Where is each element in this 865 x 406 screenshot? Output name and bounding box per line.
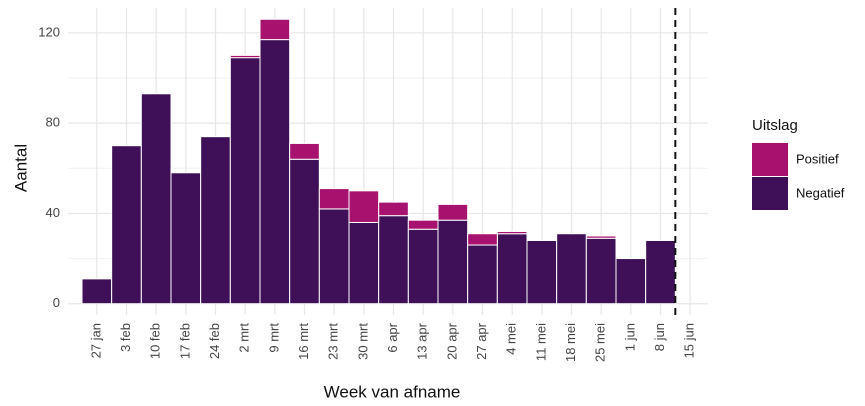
x-axis-title: Week van afname — [324, 382, 461, 401]
x-tick-label: 3 feb — [118, 323, 133, 352]
x-tick-label: 18 mei — [563, 323, 578, 362]
bar — [407, 219, 439, 230]
bar — [170, 172, 202, 305]
bar — [615, 258, 647, 305]
bar — [437, 203, 469, 221]
bar — [496, 230, 528, 235]
bar — [318, 208, 350, 305]
bar — [111, 145, 142, 305]
bar — [229, 54, 261, 59]
bar — [259, 18, 291, 41]
bar — [496, 233, 528, 305]
bar — [289, 142, 320, 160]
x-tick-label: 15 jun — [682, 323, 697, 358]
bar — [81, 278, 113, 305]
bar — [526, 240, 558, 305]
bar — [289, 158, 320, 305]
y-tick-label: 80 — [46, 115, 60, 130]
x-tick-label: 10 feb — [148, 323, 163, 359]
bar — [259, 39, 291, 305]
bar — [348, 190, 380, 223]
x-tick-label: 20 apr — [444, 322, 459, 360]
bar — [140, 93, 172, 305]
x-tick-label: 1 jun — [622, 323, 637, 351]
x-tick-label: 25 mei — [593, 323, 608, 362]
legend-title: Uitslag — [752, 117, 798, 134]
x-tick-label: 27 apr — [474, 322, 489, 360]
legend-label: Positief — [796, 151, 839, 166]
bar — [556, 233, 587, 305]
x-tick-label: 8 jun — [652, 323, 667, 351]
bar — [467, 233, 498, 246]
x-tick-label: 9 mrt — [266, 323, 281, 353]
x-tick-label: 17 feb — [177, 323, 192, 359]
bar — [378, 201, 409, 217]
bar — [585, 235, 617, 239]
legend-swatch — [752, 177, 788, 210]
x-tick-label: 30 mrt — [355, 323, 370, 360]
y-tick-label: 0 — [53, 295, 60, 310]
x-tick-label: 6 apr — [385, 322, 400, 352]
bar — [467, 244, 498, 305]
bar — [348, 221, 380, 305]
x-tick-label: 27 jan — [88, 323, 103, 358]
bar — [318, 188, 350, 210]
x-tick-label: 11 mei — [533, 323, 548, 361]
legend-swatch — [752, 143, 788, 176]
legend-label: Negatief — [796, 185, 845, 200]
bar — [407, 228, 439, 305]
x-tick-label: 16 mrt — [296, 323, 311, 360]
x-tick-label: 4 mei — [504, 323, 519, 355]
bar — [585, 237, 617, 305]
bar — [437, 219, 469, 305]
x-tick-label: 13 apr — [415, 322, 430, 360]
x-tick-label: 2 mrt — [237, 323, 252, 353]
bar — [645, 240, 676, 305]
bar — [200, 136, 231, 305]
x-tick-label: 23 mrt — [326, 323, 341, 360]
y-tick-label: 120 — [38, 24, 60, 39]
y-tick-label: 40 — [46, 205, 60, 220]
bar — [378, 215, 409, 305]
x-tick-label: 24 feb — [207, 323, 222, 359]
bar — [229, 57, 261, 305]
y-axis-title: Aantal — [11, 144, 30, 192]
